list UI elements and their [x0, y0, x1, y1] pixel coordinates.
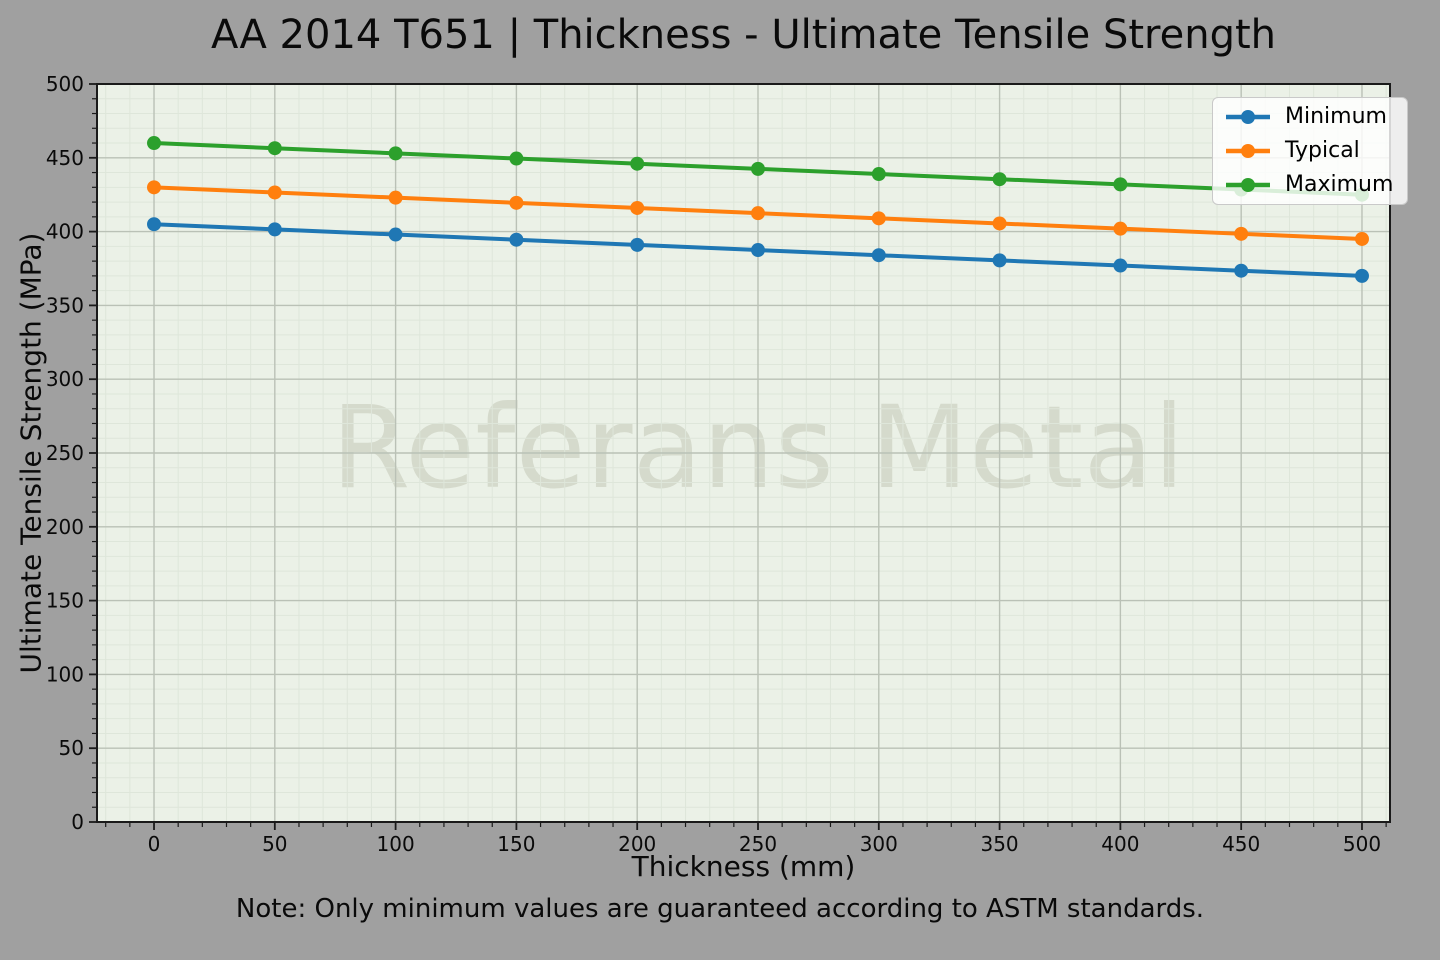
tick-labels: 0 50 100 150 200 250 300 350 400 450 500 0 50 100 150 2… — [46, 72, 1381, 856]
note-text: Note: Only minimum values are guaranteed… — [235, 894, 1205, 924]
axis-ticks — [89, 83, 1387, 830]
svg-text:200: 200 — [46, 515, 84, 539]
svg-text:450: 450 — [1222, 832, 1260, 856]
svg-text:300: 300 — [860, 832, 898, 856]
svg-text:250: 250 — [46, 441, 84, 465]
svg-text:0: 0 — [71, 810, 84, 834]
legend-label-typical: Typical — [1285, 138, 1360, 163]
legend-label-minimum: Minimum — [1285, 104, 1387, 129]
legend: Minimum Typical Maximum — [1212, 97, 1408, 205]
legend-swatch-minimum — [1226, 110, 1270, 124]
svg-text:350: 350 — [46, 293, 84, 317]
legend-label-maximum: Maximum — [1285, 172, 1394, 197]
svg-text:150: 150 — [497, 832, 535, 856]
x-axis-label: Thickness (mm) — [631, 850, 856, 883]
legend-item-typical: Typical — [1213, 140, 1407, 162]
svg-text:200: 200 — [618, 832, 656, 856]
svg-text:100: 100 — [377, 832, 415, 856]
legend-item-minimum: Minimum — [1213, 106, 1407, 128]
data-series — [147, 136, 1369, 283]
gridlines-major — [97, 84, 1390, 822]
svg-text:0: 0 — [148, 832, 161, 856]
svg-text:450: 450 — [46, 146, 84, 170]
svg-text:400: 400 — [1101, 832, 1139, 856]
svg-text:50: 50 — [59, 736, 84, 760]
y-axis-label: Ultimate Tensile Strength (MPa) — [14, 232, 48, 674]
svg-text:400: 400 — [46, 220, 84, 244]
svg-text:100: 100 — [46, 662, 84, 686]
legend-item-maximum: Maximum — [1213, 174, 1407, 196]
svg-text:300: 300 — [46, 367, 84, 391]
chart-title: AA 2014 T651 | Thickness - Ultimate Tens… — [211, 12, 1276, 58]
svg-text:50: 50 — [262, 832, 287, 856]
svg-text:150: 150 — [46, 589, 84, 613]
legend-swatch-typical — [1226, 144, 1270, 158]
legend-swatch-maximum — [1226, 178, 1270, 192]
svg-text:500: 500 — [46, 72, 84, 96]
svg-text:500: 500 — [1343, 832, 1381, 856]
svg-text:250: 250 — [739, 832, 777, 856]
svg-text:350: 350 — [980, 832, 1018, 856]
